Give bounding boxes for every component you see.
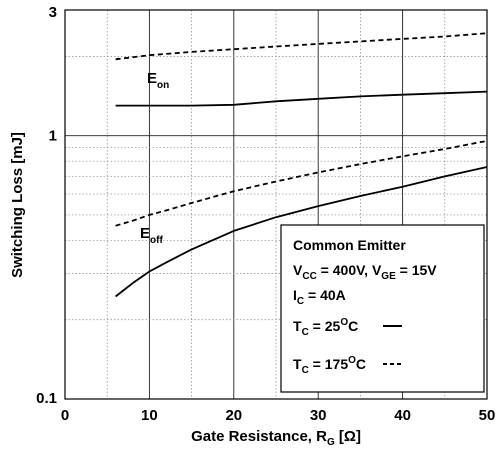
legend-line-voltages: VCC = 400V, VGE = 15V: [293, 262, 437, 282]
eoff-curve-label: Eoff: [140, 225, 163, 246]
series-line-on-175: [115, 32, 488, 61]
legend-line-common-emitter: Common Emitter: [293, 237, 406, 253]
x-tick-label: 30: [310, 407, 327, 424]
plot-frame: [64, 9, 488, 400]
tick-labels: 0 10 20 30 40 50 0.1 1 3: [36, 4, 495, 424]
legend-line-tc25: TC = 25OC: [293, 317, 358, 338]
x-axis-label: Gate Resistance, RG [Ω]: [191, 428, 361, 448]
x-tick-label: 40: [394, 407, 411, 424]
y-axis-label: Switching Loss [mJ]: [9, 132, 26, 278]
y-tick-label: 0.1: [36, 390, 57, 407]
series-layer: [115, 32, 488, 298]
x-tick-label: 10: [141, 407, 158, 424]
series-line-on-25: [115, 90, 488, 107]
series-line-off-25: [115, 166, 488, 298]
x-tick-label: 20: [225, 407, 242, 424]
x-tick-label: 0: [61, 407, 69, 424]
eon-curve-label: Eon: [147, 70, 169, 91]
legend: Common Emitter VCC = 400V, VGE = 15V IC …: [280, 224, 485, 393]
grid: [65, 10, 487, 399]
y-tick-label: 1: [49, 128, 57, 145]
y-tick-label: 3: [49, 4, 57, 21]
legend-box: [280, 224, 485, 393]
legend-line-tc175: TC = 175OC: [293, 355, 366, 376]
x-tick-label: 50: [479, 407, 496, 424]
series-line-off-175: [115, 140, 488, 227]
legend-line-current: IC = 40A: [293, 287, 346, 307]
